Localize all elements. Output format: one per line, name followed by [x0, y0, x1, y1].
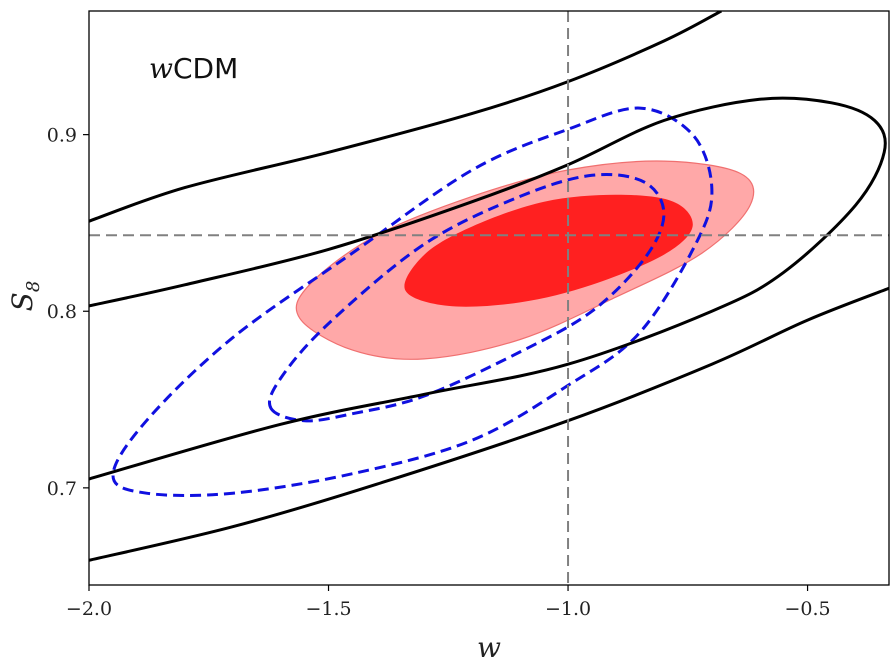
plot-frame: [88, 10, 890, 586]
contour-dashed-1sigma: [267, 172, 666, 423]
x-tick-label: −0.5: [784, 598, 830, 620]
reference-lines: [89, 11, 889, 585]
x-tick-label: −2.0: [66, 598, 112, 620]
contour-solid-2sigma-lower: [89, 286, 889, 562]
contour-layer: [89, 11, 889, 562]
contour-solid-1sigma: [89, 96, 887, 481]
contour-filled-1sigma: [404, 194, 693, 307]
y-axis-ticks: 0.7 0.8 0.9: [47, 125, 89, 500]
contour-dashed-2sigma: [111, 106, 714, 497]
y-axis-label: S8: [6, 281, 44, 312]
y-tick-label: 0.7: [47, 478, 77, 500]
x-tick-label: −1.0: [545, 598, 591, 620]
x-axis-label: w: [477, 631, 501, 664]
x-tick-label: −1.5: [305, 598, 351, 620]
y-tick-label: 0.8: [47, 301, 77, 323]
model-annotation: wCDM: [149, 52, 238, 85]
model-annotation-prefix: w: [149, 52, 173, 85]
y-axis-label-subscript: 8: [23, 281, 44, 292]
y-axis-label-base: S: [6, 292, 39, 311]
x-axis-ticks: −2.0 −1.5 −1.0 −0.5: [66, 585, 831, 620]
contour-solid-2sigma-upper: [89, 11, 722, 223]
y-tick-label: 0.9: [47, 125, 77, 147]
model-annotation-text: CDM: [173, 52, 238, 85]
